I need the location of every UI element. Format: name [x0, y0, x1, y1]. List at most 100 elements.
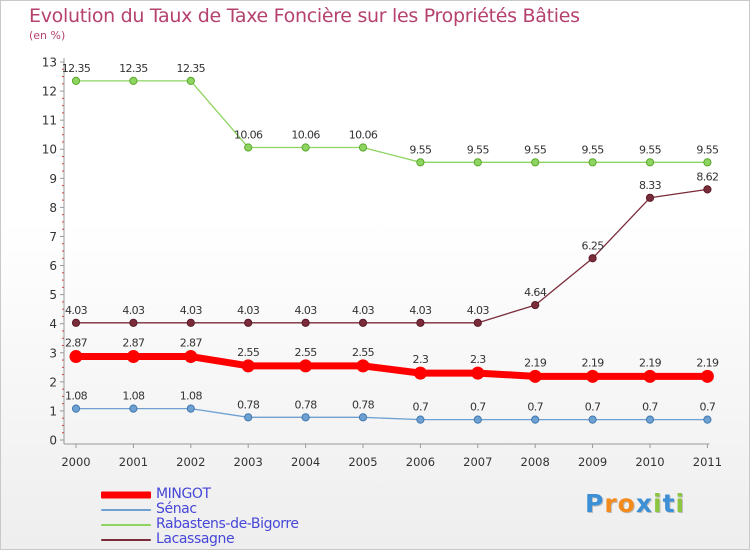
data-label: 2.19 [696, 356, 719, 369]
legend-item: MINGOT [101, 486, 361, 502]
y-tick-label: 1 [49, 404, 57, 418]
data-label: 2.87 [65, 337, 88, 350]
data-point [471, 366, 485, 380]
data-point [186, 76, 195, 86]
data-point [700, 369, 714, 383]
y-tick-label: 2 [49, 375, 57, 389]
data-point [703, 185, 712, 194]
data-label: 6.25 [582, 239, 605, 252]
data-point [299, 359, 313, 373]
x-tick-label: 2010 [635, 455, 664, 469]
series-line [72, 353, 711, 380]
data-label: 4.03 [65, 304, 88, 317]
data-label: 10.06 [234, 128, 263, 141]
data-label: 9.55 [409, 143, 432, 156]
data-point [126, 350, 140, 364]
data-label: 0.7 [527, 401, 543, 414]
data-point [531, 300, 540, 310]
legend-item: Sénac [101, 501, 361, 517]
y-axis-unit-label: (en %) [29, 29, 66, 42]
x-tick-label: 2003 [234, 455, 263, 469]
series-mingot: 2.87 2.87 2.87 2.55 2.55 2.55 2.3 2.3 2.19 2.19 2.… [65, 337, 720, 383]
x-tick-label: 2011 [693, 455, 722, 469]
x-tick-label: 2008 [521, 455, 550, 469]
series-line [75, 80, 709, 163]
data-point [358, 413, 368, 422]
proxiti-logo: Proxiti [585, 489, 685, 518]
data-point [129, 76, 138, 86]
chart-title: Evolution du Taux de Taxe Foncière sur l… [29, 5, 580, 27]
legend-label: Rabastens-de-Bigorre [156, 516, 299, 532]
data-label: 8.62 [696, 170, 718, 183]
data-point [586, 369, 600, 383]
data-label: 4.03 [352, 304, 375, 317]
data-point [416, 318, 425, 327]
x-tick-label: 2005 [348, 455, 377, 469]
data-point [473, 415, 482, 424]
legend-label: MINGOT [156, 486, 211, 502]
data-label: 4.03 [467, 304, 490, 317]
data-point [413, 366, 427, 380]
y-tick-label: 9 [49, 172, 57, 186]
data-label: 12.35 [119, 62, 148, 75]
data-label: 2.55 [237, 346, 260, 359]
data-label: 4.03 [295, 304, 318, 317]
data-point [588, 158, 597, 167]
series-lacassagne: 4.03 4.03 4.03 4.03 4.03 4.03 4.03 4.03 4.64 6.25… [65, 170, 719, 327]
data-point [588, 254, 597, 263]
logo-letter: i [675, 489, 686, 518]
data-point [703, 158, 712, 167]
data-label: 4.03 [409, 304, 432, 317]
data-point [186, 404, 195, 413]
data-label: 0.78 [352, 398, 375, 411]
logo-letter: o [617, 489, 636, 518]
data-point [71, 404, 81, 413]
data-point [416, 158, 425, 167]
y-tick-label: 4 [49, 317, 57, 331]
data-point [244, 413, 253, 422]
legend-swatch [101, 538, 151, 541]
x-tick-label: 2004 [291, 455, 320, 469]
data-label: 1.08 [180, 390, 203, 403]
legend-swatch [101, 491, 151, 498]
data-label: 8.33 [639, 179, 662, 192]
y-tick-label: 7 [49, 230, 57, 244]
data-label: 4.03 [122, 304, 145, 317]
data-point [528, 369, 542, 383]
data-point [358, 143, 368, 152]
data-point [129, 404, 138, 413]
data-point [244, 143, 253, 152]
legend-label: Lacassagne [156, 531, 235, 547]
data-label: 2.87 [180, 337, 203, 350]
data-label: 10.06 [349, 128, 378, 141]
data-point [588, 415, 597, 424]
data-label: 10.06 [291, 128, 320, 141]
data-point [645, 193, 655, 202]
y-tick-label: 5 [49, 288, 57, 302]
series-s-nac: 1.08 1.08 1.08 0.78 0.78 0.78 0.7 0.7 0.7 0.7 0.7 0… [65, 390, 716, 424]
data-label: 0.7 [585, 401, 601, 414]
data-label: 2.19 [639, 356, 662, 369]
data-point [69, 350, 83, 364]
data-label: 2.3 [413, 353, 429, 366]
data-point [186, 318, 195, 327]
data-label: 4.64 [524, 286, 547, 299]
data-label: 4.03 [237, 304, 260, 317]
y-tick-label: 12 [42, 85, 57, 99]
data-label: 2.3 [470, 353, 486, 366]
data-point [244, 318, 253, 327]
chart-legend: MINGOT Sénac Rabastens-de-Bigorre Lacassagn… [101, 486, 361, 547]
data-point [71, 76, 81, 86]
data-point [473, 318, 482, 327]
logo-letter: P [585, 489, 605, 518]
x-tick-label: 2006 [406, 455, 435, 469]
data-point [241, 359, 255, 373]
y-tick-label: 13 [42, 56, 57, 70]
data-point [531, 415, 540, 424]
data-point [356, 359, 370, 373]
legend-item: Lacassagne [101, 531, 361, 547]
legend-label: Sénac [156, 501, 197, 517]
data-label: 9.55 [639, 143, 662, 156]
legend-item: Rabastens-de-Bigorre [101, 516, 361, 532]
